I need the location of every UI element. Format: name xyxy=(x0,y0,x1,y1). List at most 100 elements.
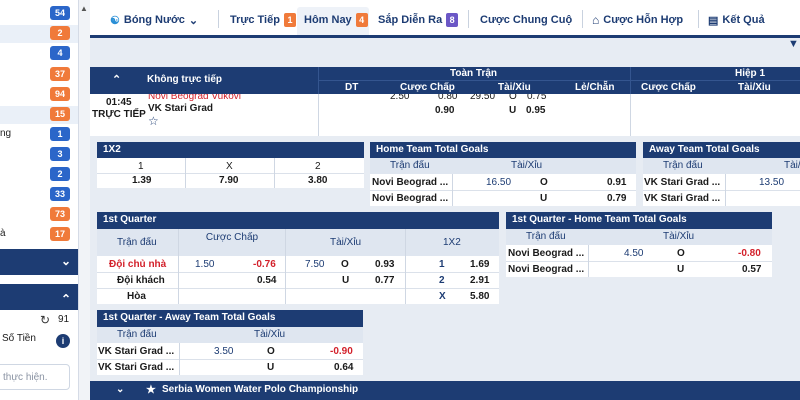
first-half-label: Hiệp 1 xyxy=(735,68,766,79)
match-time: 01:45 xyxy=(106,97,132,108)
sidebar-item[interactable]: 94 xyxy=(0,86,78,104)
subheader: Trận đấu Tài/Xỉu xyxy=(506,229,772,245)
tab-today[interactable]: Hôm Nay 4 xyxy=(304,10,368,30)
sidebar-item[interactable]: 3 xyxy=(0,146,78,164)
count-badge: 4 xyxy=(50,46,70,60)
sidebar-item[interactable]: 37 xyxy=(0,66,78,84)
sidebar-item[interactable]: 33 xyxy=(0,186,78,204)
star-icon[interactable]: ★ xyxy=(146,384,156,396)
divider xyxy=(97,173,364,174)
ou-line: 16.50 xyxy=(486,177,512,188)
divider xyxy=(185,158,186,188)
league-title: Serbia Women Water Polo Championship xyxy=(162,384,359,395)
section-header-away-total: Away Team Total Goals xyxy=(643,142,800,158)
ou-odd[interactable]: 0.91 xyxy=(607,177,627,188)
result-odd[interactable]: 2.91 xyxy=(470,275,490,286)
col-match: Trận đấu xyxy=(526,231,566,242)
ou-odd[interactable]: 0.93 xyxy=(375,259,395,270)
subheader: Trận đấu Cược Chấp Tài/Xỉu 1X2 xyxy=(97,229,499,256)
tab-upcoming[interactable]: Sắp Diễn Ra 8 xyxy=(378,10,459,30)
refresh-icon[interactable]: ↻ xyxy=(40,313,51,327)
handicap-odd[interactable]: 0.54 xyxy=(257,275,277,286)
col-match: Trận đấu xyxy=(663,160,703,171)
sidebar-item[interactable]: 15 xyxy=(0,106,78,124)
divider xyxy=(97,288,499,289)
odd-2[interactable]: 3.80 xyxy=(308,175,328,186)
ou-odd[interactable]: 0.79 xyxy=(607,193,627,204)
home-team[interactable]: Novi Beograd Vukovi xyxy=(148,94,242,102)
team-name: VK Stari Grad ... xyxy=(98,362,175,373)
top-navigation: ☯ Bóng Nước ⌄ Trực Tiếp 1 Hôm Nay 4 Sắp … xyxy=(90,0,800,50)
sport-selector[interactable]: ☯ Bóng Nước ⌄ xyxy=(110,10,198,30)
count-badge: 94 xyxy=(50,87,70,101)
ou-odd[interactable]: 0.75 xyxy=(527,94,547,102)
ou-odd[interactable]: -0.90 xyxy=(330,346,353,357)
filter-icon[interactable]: ▼ xyxy=(788,38,799,50)
divider xyxy=(97,272,499,273)
sidebar-item[interactable]: 73 xyxy=(0,206,78,224)
water-polo-icon: ☯ xyxy=(110,14,120,27)
divider xyxy=(179,343,180,375)
ou-side: O xyxy=(509,94,517,102)
scroll-up-icon[interactable]: ▲ xyxy=(80,4,88,13)
sidebar-item[interactable]: 4 xyxy=(0,45,78,63)
count-badge: 1 xyxy=(283,13,296,27)
subheader: Trận đấu Tài/Xỉu xyxy=(643,158,800,174)
tab-label: Cược Chung Cuộ xyxy=(480,14,573,26)
favorite-star-icon[interactable]: ☆ xyxy=(148,114,159,128)
odd-x[interactable]: 7.90 xyxy=(219,175,239,186)
search-input[interactable]: thực hiện. xyxy=(0,364,70,390)
panel-q1-away-total: VK Stari Grad ... 3.50 O -0.90 VK Stari … xyxy=(97,343,363,375)
league-header[interactable]: ⌄ ★ Serbia Women Water Polo Championship xyxy=(90,381,800,400)
sidebar-item[interactable]: à 17 xyxy=(0,226,78,244)
divider xyxy=(643,190,800,191)
sidebar-section-header[interactable]: ⌄ xyxy=(0,249,78,275)
col-over-under: Tài/Xỉu xyxy=(498,82,531,93)
ou-odd[interactable]: 0.77 xyxy=(375,275,395,286)
handicap-odd[interactable]: 0.90 xyxy=(435,105,455,116)
count-badge: 33 xyxy=(50,187,70,201)
sidebar-section-header[interactable]: ⌃ xyxy=(0,284,78,310)
ou-odd[interactable]: 0.57 xyxy=(742,264,762,275)
col-handicap: Cược Chấp xyxy=(400,82,455,93)
sidebar-item[interactable]: ng 1 xyxy=(0,126,78,144)
away-team[interactable]: VK Stari Grad xyxy=(148,103,214,114)
ou-side: O xyxy=(267,346,275,357)
handicap-odd[interactable]: -0.76 xyxy=(253,259,276,270)
sidebar-scrollbar[interactable]: ▲ xyxy=(78,0,90,400)
ou-odd[interactable]: 0.95 xyxy=(526,105,546,116)
tab-results[interactable]: ▤ Kết Quả xyxy=(708,10,765,30)
col-dt: DT xyxy=(345,82,359,93)
tab-parlay[interactable]: ⌂ Cược Hỗn Hợp xyxy=(592,10,683,30)
sidebar-item[interactable]: 54 xyxy=(0,5,78,23)
col-1x2: 1X2 xyxy=(443,237,461,248)
draw-label: Hòa xyxy=(127,291,146,302)
col-h1-over-under: Tài/Xỉu xyxy=(738,82,771,93)
ou-side: O xyxy=(540,177,548,188)
info-icon[interactable]: i xyxy=(56,334,70,348)
result-label: 1 xyxy=(439,259,445,270)
sidebar-item[interactable]: 2 xyxy=(0,166,78,184)
match-header-bar: ⌃ Không trực tiếp Toàn Trận Hiệp 1 DT Cư… xyxy=(90,67,800,94)
panel-q1-home-total: Novi Beograd ... 4.50 O -0.80 Novi Beogr… xyxy=(506,245,772,277)
ou-odd[interactable]: 0.64 xyxy=(334,362,354,373)
ou-side: U xyxy=(267,362,275,373)
section-header-q1: 1st Quarter xyxy=(97,212,499,229)
sidebar-item[interactable]: 2 xyxy=(0,25,78,43)
divider xyxy=(370,190,636,191)
result-odd[interactable]: 1.69 xyxy=(470,259,490,270)
section-header-q1-home-total: 1st Quarter - Home Team Total Goals xyxy=(506,212,772,229)
ou-odd[interactable]: -0.80 xyxy=(738,248,761,259)
collapse-icon[interactable]: ⌄ xyxy=(116,384,125,395)
handicap-odd[interactable]: 0.80 xyxy=(438,94,458,102)
match-row: 01:45 TRỰC TIẾP Novi Beograd Vukovi VK S… xyxy=(90,94,800,136)
collapse-icon[interactable]: ⌃ xyxy=(112,74,122,86)
tab-outright[interactable]: Cược Chung Cuộ xyxy=(480,10,572,30)
result-odd[interactable]: 5.80 xyxy=(470,291,490,302)
nav-divider xyxy=(468,10,469,28)
label-1: 1 xyxy=(138,161,144,172)
odd-1[interactable]: 1.39 xyxy=(132,175,152,186)
col-over-under: Tài/Xỉu xyxy=(330,237,362,248)
count-badge: 3 xyxy=(50,147,70,161)
tab-live[interactable]: Trực Tiếp 1 xyxy=(230,10,296,30)
